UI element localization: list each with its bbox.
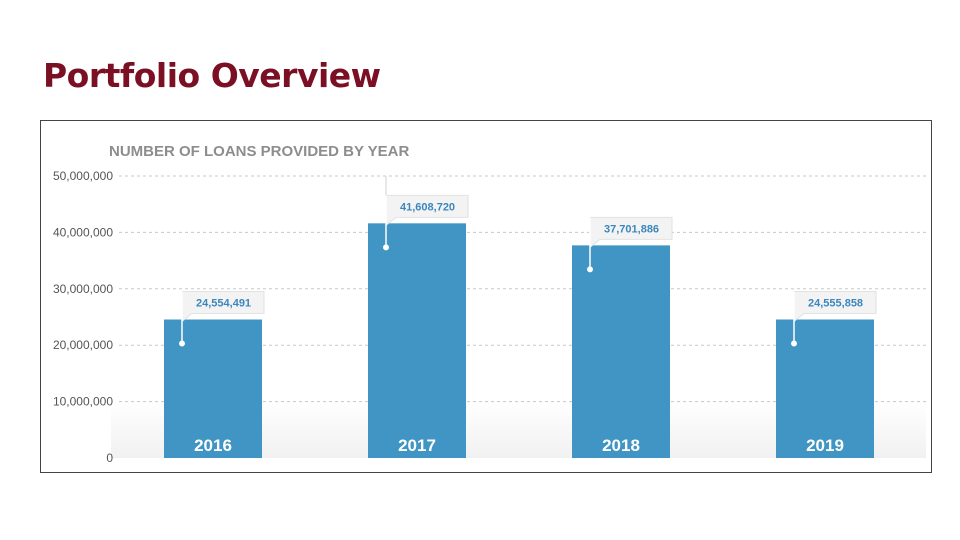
data-label: 24,555,858	[808, 298, 863, 310]
y-tick-label: 10,000,000	[53, 395, 113, 409]
callout-dot	[587, 266, 593, 273]
category-label: 2019	[806, 436, 844, 455]
data-label: 41,608,720	[400, 201, 455, 213]
data-label: 37,701,886	[604, 223, 659, 235]
bar-2017	[368, 223, 466, 458]
y-tick-label: 0	[106, 451, 113, 465]
bars: 2016 24,554,491 2017 41,608,720 2018 37,701,8…	[164, 176, 877, 458]
data-label: 24,554,491	[196, 298, 251, 310]
slide-title: Portfolio Overview	[43, 56, 381, 95]
chart-frame: NUMBER OF LOANS PROVIDED BY YEAR 0 10,000…	[40, 120, 932, 473]
bar-chart: NUMBER OF LOANS PROVIDED BY YEAR 0 10,000…	[53, 143, 926, 465]
category-label: 2018	[602, 436, 640, 455]
y-tick-label: 40,000,000	[53, 225, 113, 239]
category-label: 2017	[398, 436, 436, 455]
category-label: 2016	[194, 436, 232, 455]
y-tick-label: 30,000,000	[53, 282, 113, 296]
chart-title: NUMBER OF LOANS PROVIDED BY YEAR	[109, 143, 409, 160]
y-tick-label: 50,000,000	[53, 169, 113, 183]
callout-dot	[791, 340, 797, 347]
callout-dot	[179, 340, 185, 347]
y-axis: 0 10,000,000 20,000,000 30,000,000 40,000,00…	[53, 169, 113, 465]
bar-2018	[572, 245, 670, 458]
y-tick-label: 20,000,000	[53, 338, 113, 352]
callout-dot	[383, 244, 389, 251]
